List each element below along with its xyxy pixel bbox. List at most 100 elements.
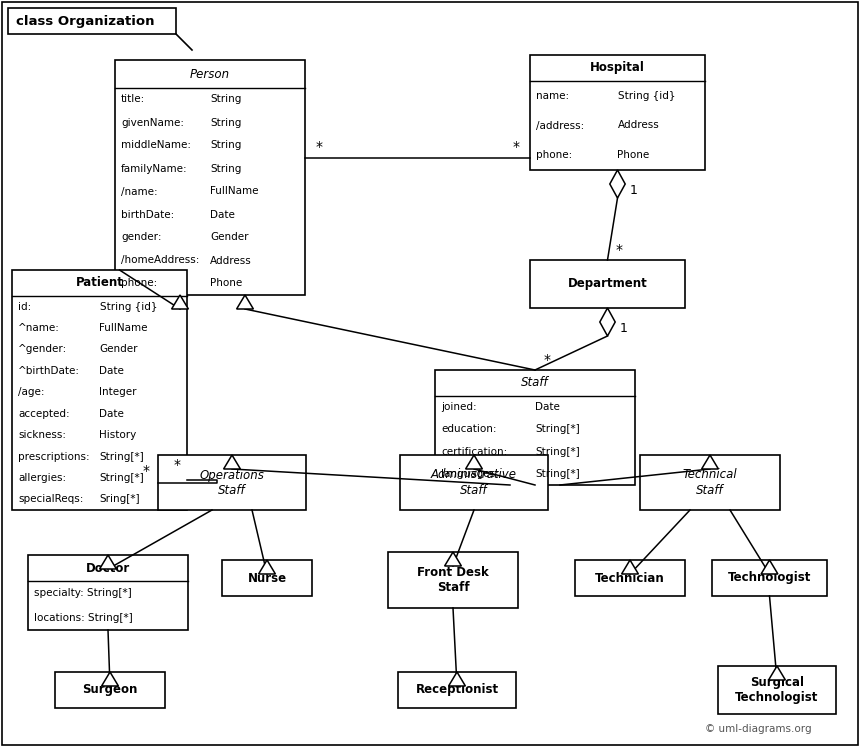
Text: /age:: /age: <box>18 387 45 397</box>
Text: specialReqs:: specialReqs: <box>18 495 83 504</box>
Text: title:: title: <box>121 95 145 105</box>
Bar <box>28 555 188 630</box>
Text: String[*]: String[*] <box>535 447 580 456</box>
Text: String[*]: String[*] <box>535 424 580 434</box>
Text: Date: Date <box>535 402 560 412</box>
Text: Date: Date <box>100 366 125 376</box>
Bar <box>712 560 827 596</box>
Text: joined:: joined: <box>441 402 476 412</box>
Text: FullName: FullName <box>100 323 148 333</box>
Text: locations: String[*]: locations: String[*] <box>34 613 132 623</box>
Text: Operations
Staff: Operations Staff <box>200 468 264 497</box>
Bar <box>222 560 312 596</box>
Text: 1: 1 <box>630 184 637 196</box>
Text: Technician: Technician <box>595 571 665 584</box>
Polygon shape <box>622 560 638 574</box>
Bar <box>400 455 548 510</box>
Text: Receptionist: Receptionist <box>415 684 499 696</box>
Polygon shape <box>224 455 241 469</box>
Text: Phone: Phone <box>617 150 650 160</box>
Text: languages:: languages: <box>441 469 499 479</box>
Text: /name:: /name: <box>121 187 157 196</box>
Text: Phone: Phone <box>210 279 243 288</box>
Bar <box>530 55 705 170</box>
Text: Gender: Gender <box>210 232 249 243</box>
Text: Date: Date <box>210 209 235 220</box>
Bar <box>12 270 187 510</box>
Text: gender:: gender: <box>121 232 162 243</box>
Text: String: String <box>210 164 242 173</box>
Text: Integer: Integer <box>100 387 137 397</box>
Text: /address:: /address: <box>536 120 584 131</box>
Text: class Organization: class Organization <box>16 14 155 28</box>
Polygon shape <box>769 666 785 680</box>
Text: Technologist: Technologist <box>728 571 811 584</box>
Text: ^gender:: ^gender: <box>18 344 67 355</box>
Text: Person: Person <box>190 67 230 81</box>
Text: *: * <box>174 458 181 472</box>
Text: sickness:: sickness: <box>18 430 66 440</box>
Text: id:: id: <box>18 302 31 311</box>
Bar <box>55 672 165 708</box>
Text: givenName:: givenName: <box>121 117 184 128</box>
Text: History: History <box>100 430 137 440</box>
Text: prescriptions:: prescriptions: <box>18 451 89 462</box>
Text: String[*]: String[*] <box>535 469 580 479</box>
Polygon shape <box>761 560 778 574</box>
Text: String: String <box>210 95 242 105</box>
Text: ^name:: ^name: <box>18 323 60 333</box>
Text: Department: Department <box>568 277 648 291</box>
Polygon shape <box>702 455 718 469</box>
Text: Address: Address <box>210 255 252 265</box>
Bar <box>718 666 836 714</box>
Text: Staff: Staff <box>521 376 549 389</box>
Text: Surgical
Technologist: Surgical Technologist <box>735 676 819 704</box>
Text: © uml-diagrams.org: © uml-diagrams.org <box>705 724 812 734</box>
Text: Front Desk
Staff: Front Desk Staff <box>417 566 488 594</box>
Text: *: * <box>316 140 322 155</box>
Polygon shape <box>445 552 462 566</box>
Text: Gender: Gender <box>100 344 138 355</box>
Text: String: String <box>210 117 242 128</box>
Text: accepted:: accepted: <box>18 409 70 419</box>
Text: Sring[*]: Sring[*] <box>100 495 140 504</box>
Bar <box>530 260 685 308</box>
Polygon shape <box>172 295 188 309</box>
Text: middleName:: middleName: <box>121 140 191 150</box>
Text: allergies:: allergies: <box>18 473 66 483</box>
Text: Surgeon: Surgeon <box>83 684 138 696</box>
Bar <box>575 560 685 596</box>
Text: *: * <box>544 353 550 367</box>
Bar <box>435 370 635 485</box>
Text: familyName:: familyName: <box>121 164 187 173</box>
Text: ^birthDate:: ^birthDate: <box>18 366 80 376</box>
Bar <box>8 8 176 34</box>
Text: Hospital: Hospital <box>590 61 645 75</box>
Polygon shape <box>259 560 275 574</box>
Text: *: * <box>616 243 623 257</box>
Text: Date: Date <box>100 409 125 419</box>
Polygon shape <box>610 170 625 198</box>
Polygon shape <box>101 672 119 686</box>
Text: String {id}: String {id} <box>100 302 157 311</box>
Polygon shape <box>237 295 254 309</box>
Text: phone:: phone: <box>536 150 572 160</box>
Text: phone:: phone: <box>121 279 157 288</box>
Bar <box>640 455 780 510</box>
Text: birthDate:: birthDate: <box>121 209 175 220</box>
Text: *: * <box>513 140 519 155</box>
Polygon shape <box>449 672 465 686</box>
Text: /homeAddress:: /homeAddress: <box>121 255 200 265</box>
Text: certification:: certification: <box>441 447 507 456</box>
Text: Nurse: Nurse <box>248 571 286 584</box>
Polygon shape <box>465 455 482 469</box>
Text: String {id}: String {id} <box>617 91 675 101</box>
Text: FullName: FullName <box>210 187 259 196</box>
Text: Technical
Staff: Technical Staff <box>683 468 737 497</box>
Bar <box>115 60 305 295</box>
Bar <box>388 552 518 608</box>
Text: specialty: String[*]: specialty: String[*] <box>34 588 132 598</box>
Polygon shape <box>100 555 116 569</box>
Text: Administrative
Staff: Administrative Staff <box>431 468 517 497</box>
Text: Doctor: Doctor <box>86 562 130 574</box>
